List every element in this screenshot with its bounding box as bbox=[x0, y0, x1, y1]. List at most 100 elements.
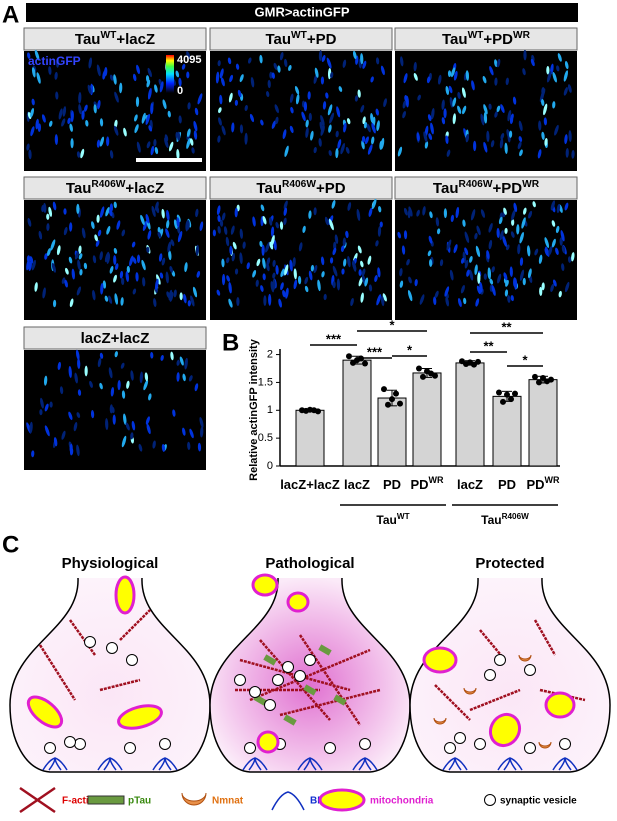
gfp-blob bbox=[563, 70, 568, 82]
significance-label: ** bbox=[501, 319, 512, 334]
gfp-blob bbox=[367, 255, 372, 265]
gfp-blob bbox=[503, 272, 508, 281]
gfp-blob bbox=[523, 49, 527, 61]
gfp-blob bbox=[88, 57, 93, 69]
gfp-blob bbox=[336, 278, 341, 291]
brp bbox=[442, 757, 468, 771]
gfp-blob bbox=[78, 245, 82, 254]
gfp-blob bbox=[517, 243, 521, 255]
legend-factin bbox=[19, 786, 56, 814]
gfp-blob bbox=[97, 100, 101, 110]
gfp-blob bbox=[416, 132, 420, 142]
gfp-blob bbox=[55, 91, 59, 100]
gfp-blob bbox=[519, 257, 524, 266]
gfp-blob bbox=[232, 241, 237, 250]
gfp-blob bbox=[504, 289, 509, 297]
gfp-blob bbox=[176, 214, 181, 223]
group-label: TauR406W bbox=[481, 512, 529, 527]
data-point bbox=[508, 396, 514, 403]
gfp-blob bbox=[158, 253, 163, 262]
gfp-blob bbox=[379, 140, 383, 150]
gfp-blob bbox=[496, 58, 501, 68]
gfp-blob bbox=[298, 242, 303, 252]
gfp-blob bbox=[167, 241, 172, 253]
gfp-blob bbox=[131, 420, 136, 431]
bar bbox=[342, 359, 372, 467]
bar bbox=[492, 395, 522, 467]
label-text: Tau bbox=[265, 31, 291, 48]
gfp-blob bbox=[453, 244, 458, 254]
gfp-blob bbox=[227, 57, 232, 65]
gfp-blob bbox=[200, 426, 204, 438]
gfp-blob bbox=[550, 283, 555, 292]
gfp-blob bbox=[155, 278, 159, 291]
gfp-blob bbox=[428, 133, 433, 140]
gfp-blob bbox=[274, 104, 279, 114]
gfp-blob bbox=[99, 118, 104, 127]
gfp-blob bbox=[120, 297, 124, 306]
gfp-blob bbox=[51, 262, 56, 273]
panel-label-box bbox=[209, 27, 393, 51]
gfp-blob bbox=[148, 125, 153, 132]
superscript: R406W bbox=[91, 178, 125, 189]
gfp-blob bbox=[179, 292, 183, 301]
gfp-blob bbox=[28, 149, 32, 160]
gfp-blob bbox=[169, 265, 173, 273]
header-bar bbox=[26, 3, 578, 22]
gfp-blob bbox=[445, 135, 449, 144]
gfp-blob bbox=[540, 88, 546, 99]
gfp-blob bbox=[135, 272, 139, 282]
label-text: Tau bbox=[256, 180, 282, 197]
gfp-blob bbox=[403, 230, 408, 240]
gfp-blob bbox=[41, 205, 45, 213]
gfp-blob bbox=[352, 50, 357, 60]
gfp-blob bbox=[499, 230, 504, 241]
gfp-blob bbox=[360, 53, 364, 65]
group-label: TauWT bbox=[376, 512, 409, 527]
gfp-blob bbox=[266, 257, 271, 266]
gfp-blob bbox=[195, 244, 200, 256]
gfp-blob bbox=[275, 116, 279, 125]
gfp-blob bbox=[46, 223, 50, 231]
gfp-blob bbox=[197, 93, 203, 105]
gfp-blob bbox=[303, 101, 308, 112]
gfp-blob bbox=[190, 295, 195, 307]
gfp-blob bbox=[297, 275, 302, 285]
gfp-blob bbox=[371, 198, 377, 210]
gfp-blob bbox=[99, 206, 105, 218]
gfp-blob bbox=[544, 248, 549, 257]
gfp-blob bbox=[61, 118, 66, 127]
label-text: +PD bbox=[307, 31, 337, 48]
gfp-blob bbox=[313, 264, 318, 274]
condition-title: Protected bbox=[475, 555, 544, 572]
gfp-blob bbox=[537, 149, 542, 159]
gfp-blob bbox=[67, 117, 71, 125]
gfp-blob bbox=[538, 120, 542, 131]
gfp-blob bbox=[226, 257, 230, 264]
gfp-blob bbox=[345, 230, 349, 239]
gfp-blob bbox=[475, 298, 480, 307]
gfp-blob bbox=[130, 370, 134, 381]
gfp-blob bbox=[136, 64, 140, 75]
gfp-blob bbox=[561, 263, 565, 271]
gfp-blob bbox=[34, 282, 38, 292]
gfp-blob bbox=[279, 221, 284, 230]
gfp-blob bbox=[237, 89, 242, 98]
gfp-blob bbox=[187, 300, 191, 307]
gfp-blob bbox=[57, 361, 61, 371]
gfp-blob bbox=[63, 208, 67, 215]
gfp-blob bbox=[380, 295, 385, 307]
gfp-blob bbox=[362, 60, 367, 69]
x-tick-label: lacZ bbox=[457, 477, 483, 492]
gfp-blob bbox=[219, 94, 223, 105]
bar bbox=[412, 372, 442, 467]
gfp-blob bbox=[543, 117, 547, 126]
gfp-blob bbox=[449, 269, 454, 281]
gfp-blob bbox=[99, 136, 105, 147]
gfp-blob bbox=[146, 79, 151, 88]
gfp-blob bbox=[68, 411, 73, 421]
ptau bbox=[333, 694, 347, 706]
gfp-blob bbox=[150, 145, 155, 156]
synaptic-vesicle bbox=[264, 699, 276, 711]
gfp-blob bbox=[402, 110, 406, 119]
